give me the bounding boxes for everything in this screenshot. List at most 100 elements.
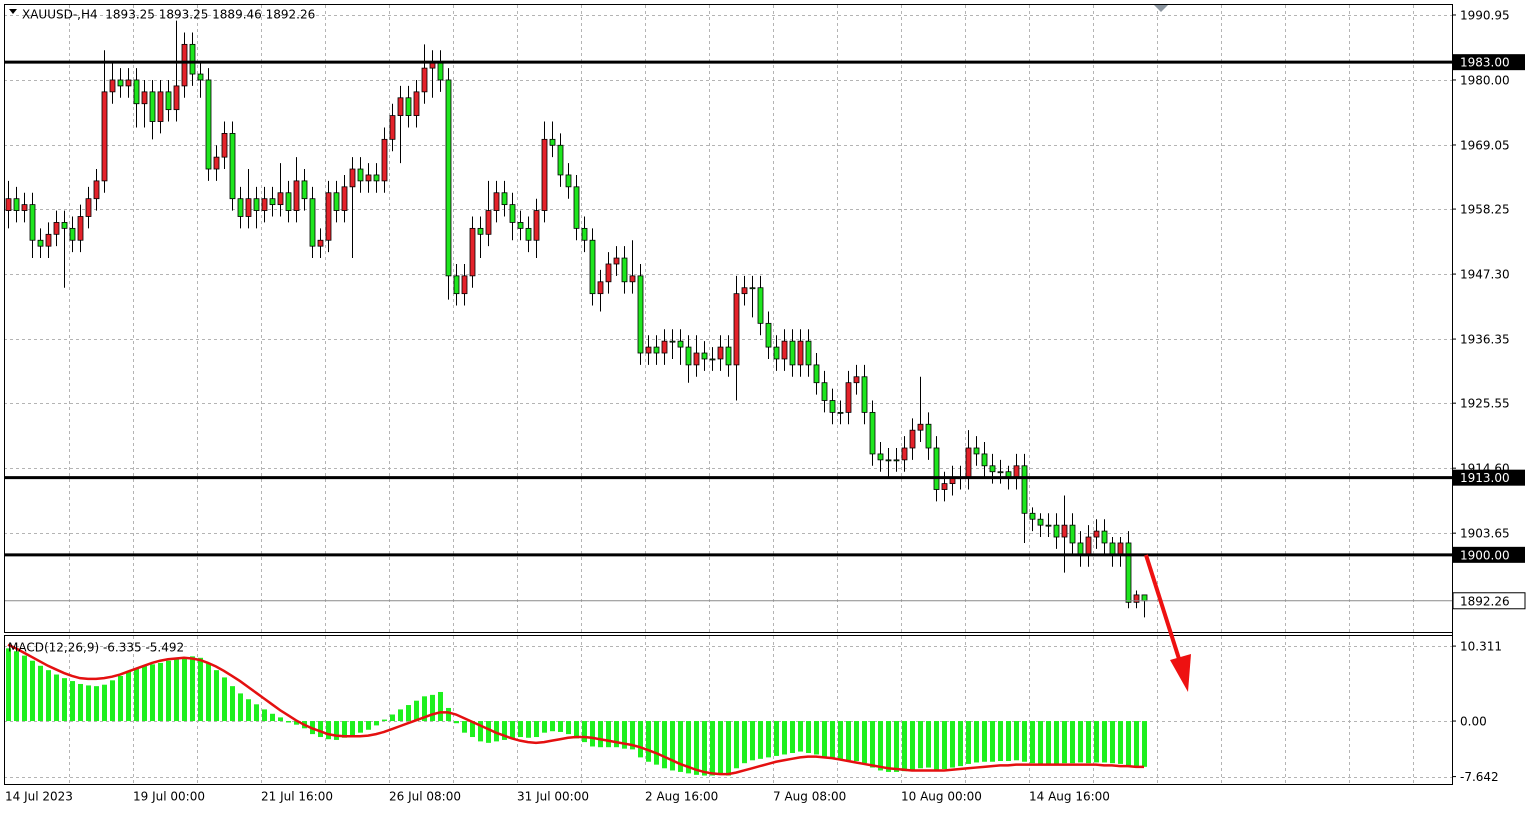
candle-body — [197, 73, 204, 81]
macd-bar — [142, 665, 147, 722]
macd-bar — [1126, 721, 1131, 767]
macd-bar — [566, 721, 571, 735]
candle-body — [61, 222, 68, 229]
candle-body — [973, 447, 980, 455]
x-tick-label: 21 Jul 16:00 — [261, 790, 333, 804]
candle-body — [453, 275, 460, 295]
macd-bar — [102, 684, 107, 722]
candle-body — [821, 382, 828, 401]
candle-body — [237, 198, 244, 217]
macd-bar — [582, 721, 587, 743]
macd-bar — [1014, 721, 1019, 761]
candle-body — [469, 227, 476, 277]
macd-bar — [558, 721, 563, 732]
macd-bar — [678, 721, 683, 772]
macd-bar — [198, 657, 203, 722]
candle-body — [509, 204, 516, 223]
candle-body — [69, 227, 76, 241]
candle-body — [53, 222, 60, 235]
x-tick-label: 7 Aug 08:00 — [773, 790, 846, 804]
candle-body — [101, 91, 108, 182]
x-tick-label: 14 Aug 16:00 — [1029, 790, 1110, 804]
candle-body — [781, 340, 788, 360]
candle-body — [805, 340, 812, 366]
macd-bar — [838, 721, 843, 761]
candle-body — [917, 423, 924, 431]
candle-body — [557, 144, 564, 176]
macd-bar — [1070, 721, 1075, 764]
candle-body — [541, 138, 548, 211]
y-tick-label: 1925.55 — [1460, 397, 1510, 411]
candle-body — [1093, 530, 1100, 538]
candle-body — [125, 79, 132, 87]
candle-body — [149, 91, 156, 122]
macd-bar — [278, 717, 283, 722]
macd-bar — [1030, 721, 1035, 764]
candle-body — [1133, 594, 1140, 603]
candle-body — [477, 227, 484, 235]
candle-body — [549, 138, 556, 146]
macd-bar — [790, 721, 795, 754]
macd-bar — [1102, 721, 1107, 763]
forecast-arrow-shaft — [1144, 554, 1182, 663]
candle-body — [757, 287, 764, 324]
candle-body — [221, 132, 228, 158]
candle-body — [573, 186, 580, 229]
macd-bar — [70, 681, 75, 722]
macd-bar — [238, 693, 243, 722]
candle-body — [421, 67, 428, 93]
macd-bar — [758, 721, 763, 759]
candle-body — [693, 352, 700, 366]
level-label-box — [1453, 54, 1525, 71]
grid-layer — [4, 5, 1452, 784]
candle-body — [341, 186, 348, 211]
candle-body — [565, 174, 572, 188]
candle-body — [245, 198, 252, 217]
macd-bar — [1038, 721, 1043, 764]
candle-body — [85, 198, 92, 217]
macd-bar — [30, 660, 35, 722]
macd-bar — [726, 721, 731, 776]
candle-body — [605, 263, 612, 283]
candle-body — [13, 198, 20, 211]
macd-bar — [534, 721, 539, 738]
candle-body — [813, 364, 820, 384]
x-tick-label: 26 Jul 08:00 — [389, 790, 461, 804]
macd-bar — [750, 721, 755, 761]
macd-bar — [974, 721, 979, 763]
candle-body — [853, 376, 860, 384]
macd-bar — [782, 721, 787, 755]
macd-bar — [1022, 721, 1027, 762]
candle-body — [877, 453, 884, 461]
macd-bar — [406, 705, 411, 722]
candle-body — [269, 198, 276, 206]
candle-body — [93, 180, 100, 200]
candle-body — [637, 275, 644, 354]
macd-bar — [734, 721, 739, 769]
signal-line — [7, 643, 1144, 776]
macd-bar — [86, 685, 91, 722]
shift-marker — [1154, 5, 1168, 12]
marks-layer: 1983.00 1913.00 1900.00 1892.26 — [4, 20, 1526, 776]
candle-body — [181, 43, 188, 87]
macd-bar — [126, 671, 131, 722]
candle-body — [533, 210, 540, 241]
macd-bar — [438, 691, 443, 722]
candle-body — [789, 340, 796, 366]
macd-bar — [502, 721, 507, 740]
candle-body — [933, 447, 940, 490]
macd-bar — [886, 721, 891, 772]
macd-bar — [430, 694, 435, 722]
candle-body — [965, 447, 972, 479]
candle-body — [685, 346, 692, 366]
macd-bar — [862, 721, 867, 764]
candle-body — [165, 91, 172, 111]
candle-body — [1021, 465, 1028, 514]
macd-bar — [222, 677, 227, 722]
candle-body — [597, 281, 604, 295]
macd-bar — [926, 721, 931, 768]
x-tick-label: 31 Jul 00:00 — [517, 790, 589, 804]
macd-bar — [38, 665, 43, 722]
